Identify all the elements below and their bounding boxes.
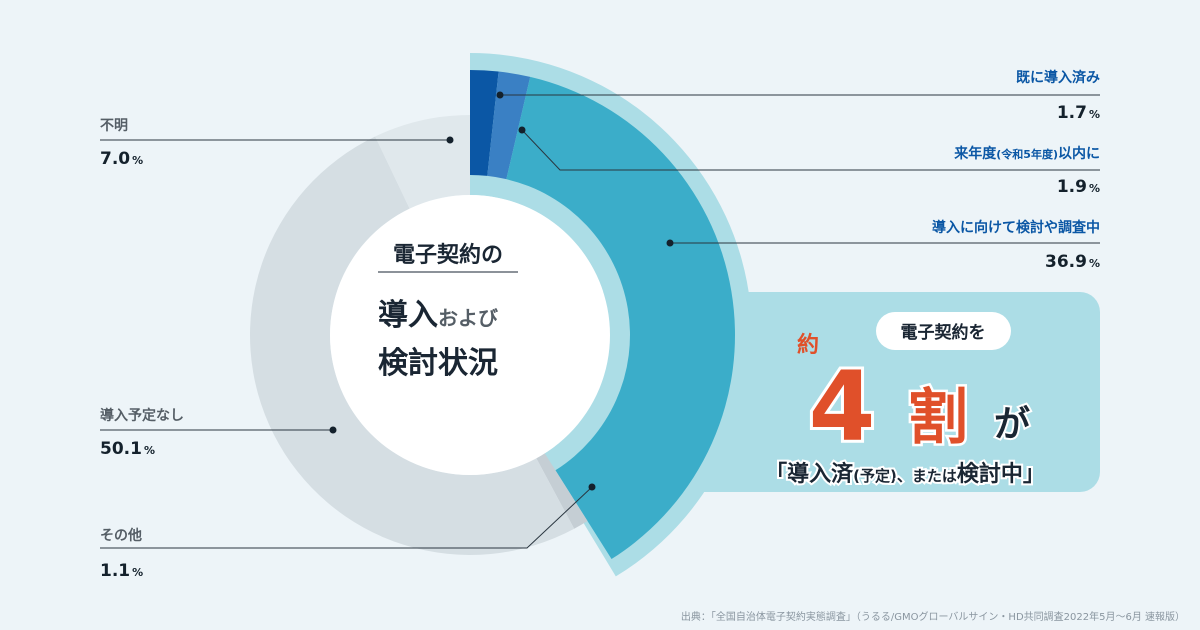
center-line3: 検討状況 bbox=[378, 346, 498, 381]
slice-next-year bbox=[487, 71, 531, 180]
highlight-bottom: 「導入済(予定)、または検討中」 bbox=[765, 461, 1045, 487]
label-unknown-name: 不明 bbox=[100, 118, 128, 134]
highlight-number: 4 bbox=[809, 351, 876, 463]
leader-dot-next-year bbox=[518, 126, 526, 134]
center-line2: 導入および bbox=[378, 298, 499, 333]
highlight-particle: が bbox=[994, 404, 1030, 445]
label-considering-value: 36.9% bbox=[1045, 252, 1100, 272]
slice-no-plan bbox=[249, 136, 575, 556]
highlight-approx: 約 bbox=[797, 332, 819, 358]
label-other-value: 1.1% bbox=[100, 561, 143, 581]
label-adopted-value: 1.7% bbox=[1057, 103, 1100, 123]
center-line2-big: 導入 bbox=[378, 298, 438, 333]
slice-considering bbox=[506, 76, 735, 560]
label-next-year-value: 1.9% bbox=[1057, 177, 1100, 197]
highlight-wari: 割 bbox=[908, 383, 968, 453]
center-disk bbox=[330, 195, 610, 475]
leader-lines bbox=[100, 94, 1100, 549]
label-adopted-name: 既に導入済み bbox=[1016, 69, 1100, 86]
leader-dot-considering bbox=[666, 239, 674, 247]
slice-unknown bbox=[375, 115, 470, 209]
center-title: 電子契約の bbox=[393, 242, 503, 268]
leader-dot-adopted bbox=[496, 91, 504, 99]
label-no-plan-value: 50.1% bbox=[100, 439, 155, 459]
label-other-name: その他 bbox=[100, 527, 142, 544]
leader-dot-unknown bbox=[446, 136, 454, 144]
label-no-plan-name: 導入予定なし bbox=[100, 407, 184, 424]
slice-other bbox=[536, 453, 588, 529]
leader-dot-no-plan bbox=[329, 426, 337, 434]
label-unknown-value: 7.0% bbox=[100, 149, 143, 169]
leader-line-next-year bbox=[521, 129, 1100, 171]
highlight-pill bbox=[876, 312, 1011, 350]
center-line2-small: および bbox=[438, 306, 499, 330]
source-note: 出典：「全国自治体電子契約実態調査」（うるる/GMOグローバルサイン・HD共同調… bbox=[681, 610, 1185, 623]
donut-slices bbox=[249, 70, 735, 560]
label-next-year-name: 来年度(令和5年度)以内に bbox=[953, 145, 1100, 162]
leader-dot-other bbox=[588, 483, 596, 491]
label-considering-name: 導入に向けて検討や調査中 bbox=[932, 219, 1100, 236]
highlight-pill-text: 電子契約を bbox=[901, 322, 986, 343]
leader-dots bbox=[329, 91, 674, 491]
slice-adopted bbox=[470, 70, 499, 176]
leader-line-other bbox=[100, 486, 593, 549]
